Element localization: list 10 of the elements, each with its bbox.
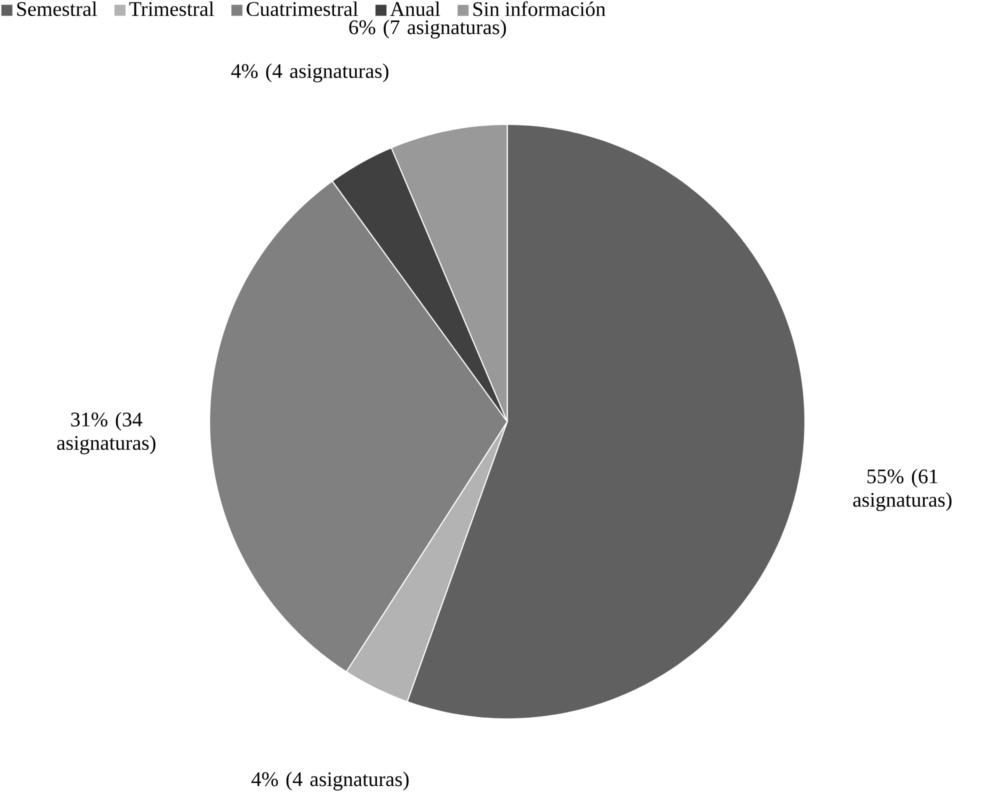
legend-label: Sin información [473,1,606,16]
data-label: 4% (4 asignaturas) [231,63,388,82]
legend-label: Anual [390,1,440,16]
legend-label: Cuatrimestral [246,1,358,16]
data-label: 6% (7 asignaturas) [349,20,506,38]
data-label: 55% (61 asignaturas) [853,468,952,511]
legend-label: Semestral [17,1,97,16]
data-label: 31% (34 asignaturas) [57,412,156,454]
data-label: 4% (4 asignaturas) [251,772,409,790]
legend-label: Trimestral [129,1,214,16]
